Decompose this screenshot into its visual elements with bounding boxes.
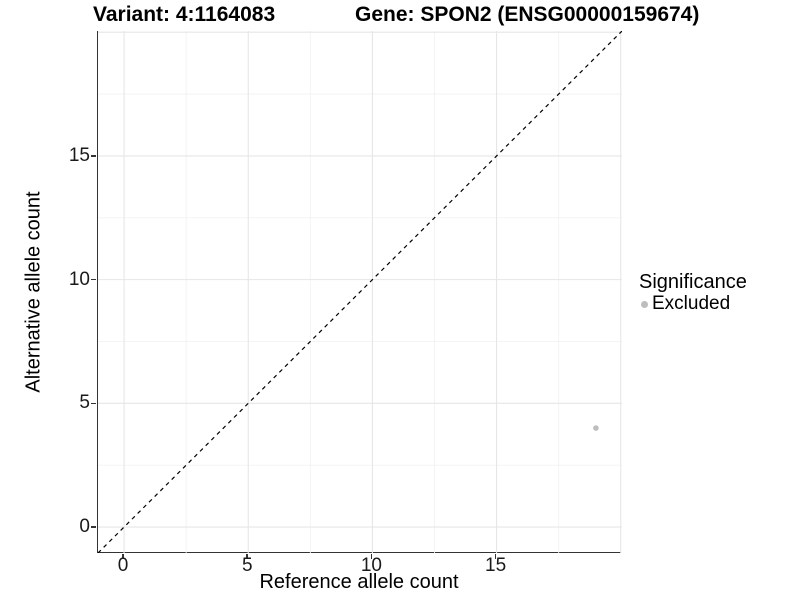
legend-item-label: Excluded: [652, 293, 731, 314]
x-tick-label: 0: [117, 555, 129, 576]
y-tick-label: 0: [79, 516, 90, 538]
legend-item-excluded: Excluded: [639, 294, 747, 314]
data-point: [593, 425, 599, 431]
y-tick-mark: [91, 155, 96, 157]
y-tick-label: 15: [68, 144, 90, 166]
plot-title-gene: Gene: SPON2 (ENSG00000159674): [355, 3, 700, 26]
plot-svg: [98, 31, 622, 553]
plot-panel: [97, 31, 622, 553]
x-tick-mark: [246, 554, 248, 559]
legend-title: Significance: [639, 271, 747, 293]
x-tick-mark: [370, 554, 373, 559]
x-tick-label: 5: [241, 555, 253, 576]
legend-point-icon: [641, 300, 648, 308]
y-axis-title: Alternative allele count: [22, 191, 45, 393]
y-tick-mark: [91, 278, 96, 281]
plot-title-variant: Variant: 4:1164083: [93, 3, 276, 26]
x-tick-label: 15: [485, 555, 507, 576]
y-tick-label: 10: [68, 268, 90, 290]
y-tick-mark: [91, 526, 96, 528]
x-tick-label: 10: [360, 555, 382, 576]
y-tick-label: 5: [79, 392, 90, 414]
legend: Significance Excluded: [639, 271, 747, 314]
identity-dashed-line: [98, 31, 622, 553]
x-axis-title: Reference allele count: [259, 571, 459, 593]
y-tick-mark: [91, 402, 96, 405]
x-tick-mark: [122, 554, 124, 559]
x-tick-mark: [494, 554, 497, 559]
